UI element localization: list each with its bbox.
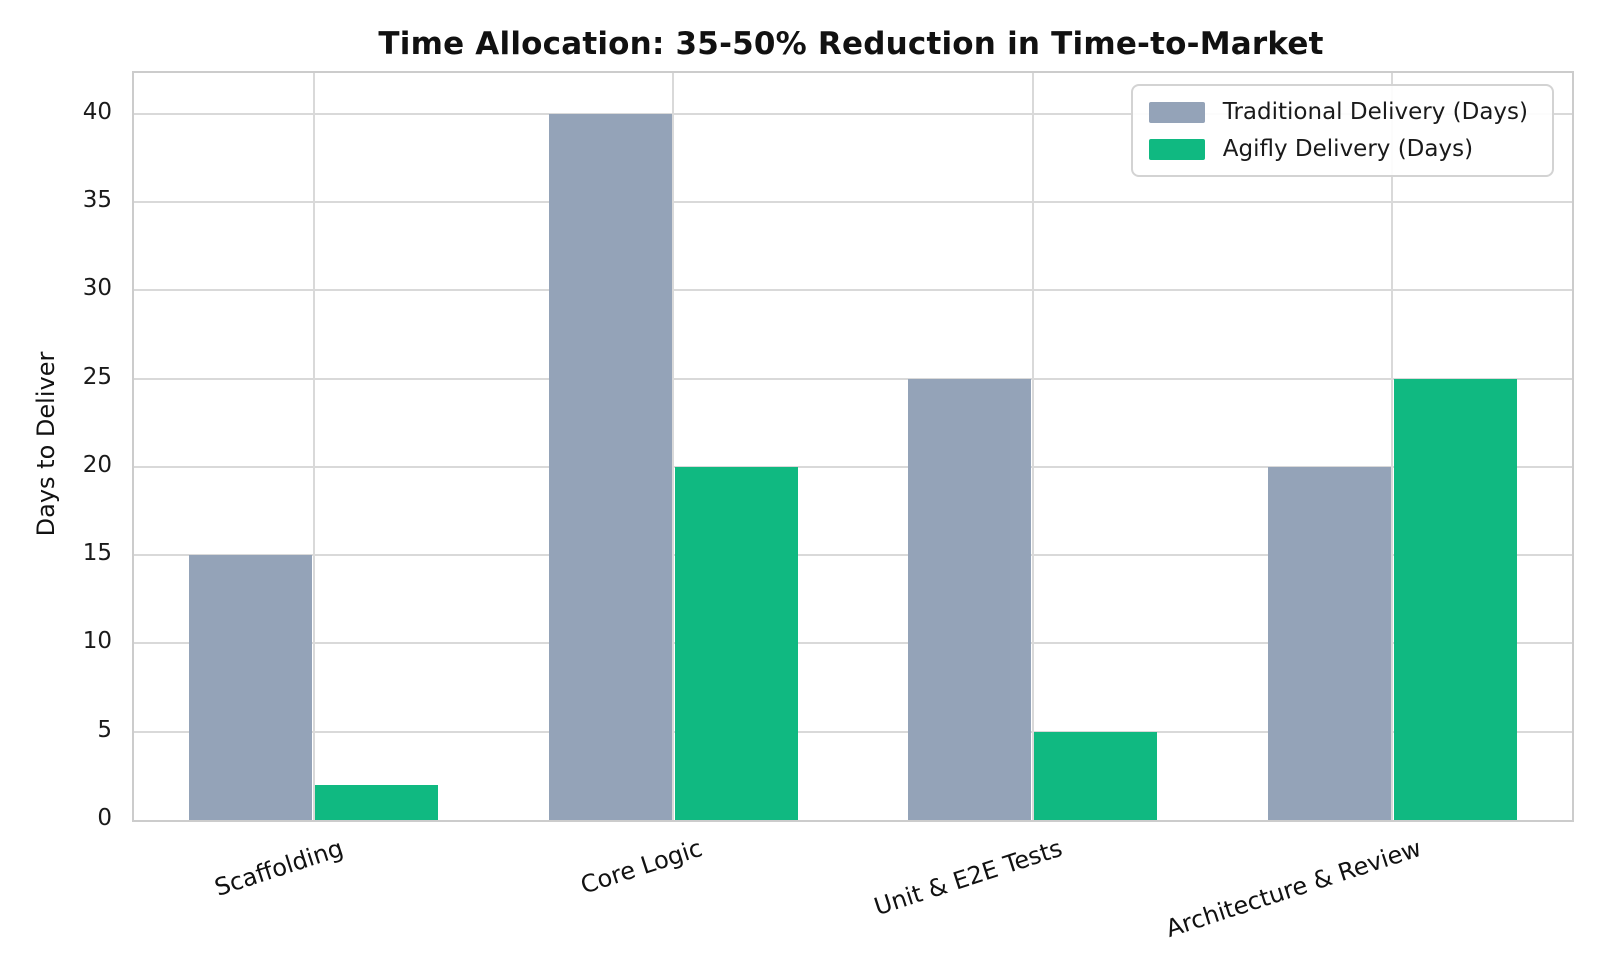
h-gridline-10 bbox=[134, 642, 1572, 645]
h-gridline-5 bbox=[134, 730, 1572, 733]
y-tick-label-35: 35 bbox=[82, 186, 112, 213]
legend-entry-traditional: Traditional Delivery (Days) bbox=[1148, 99, 1528, 125]
plot-area bbox=[132, 71, 1574, 822]
h-gridline-30 bbox=[134, 289, 1572, 292]
h-gridline-20 bbox=[134, 465, 1572, 468]
x-category-label-0: Scaffolding bbox=[210, 834, 347, 902]
bar-agifly-1 bbox=[674, 466, 798, 820]
y-tick-label-40: 40 bbox=[82, 98, 112, 125]
y-tick-label-10: 10 bbox=[82, 628, 112, 655]
bar-agifly-2 bbox=[1034, 731, 1158, 820]
x-category-label-1: Core Logic bbox=[577, 834, 706, 900]
agifly-series-swatch bbox=[1148, 138, 1205, 160]
traditional-series-swatch bbox=[1148, 101, 1205, 123]
bar-traditional-0 bbox=[189, 555, 313, 820]
legend-label-traditional: Traditional Delivery (Days) bbox=[1222, 99, 1528, 125]
chart-title: Time Allocation: 35-50% Reduction in Tim… bbox=[378, 26, 1324, 62]
h-gridline-15 bbox=[134, 554, 1572, 557]
y-tick-label-15: 15 bbox=[82, 540, 112, 567]
chart-legend: Traditional Delivery (Days) Agifly Deliv… bbox=[1130, 84, 1554, 177]
y-tick-label-20: 20 bbox=[82, 451, 112, 478]
y-tick-label-25: 25 bbox=[82, 363, 112, 390]
bar-agifly-3 bbox=[1393, 378, 1517, 820]
h-gridline-35 bbox=[134, 200, 1572, 203]
v-gridline-1 bbox=[672, 73, 675, 820]
y-tick-label-30: 30 bbox=[82, 275, 112, 302]
h-gridline-40 bbox=[134, 112, 1572, 115]
bar-traditional-3 bbox=[1267, 466, 1391, 820]
h-gridline-25 bbox=[134, 377, 1572, 380]
legend-entry-agifly: Agifly Delivery (Days) bbox=[1148, 136, 1528, 162]
x-category-label-3: Architecture & Review bbox=[1162, 834, 1425, 943]
x-category-label-2: Unit & E2E Tests bbox=[870, 834, 1066, 922]
v-gridline-0 bbox=[312, 73, 315, 820]
legend-label-agifly: Agifly Delivery (Days) bbox=[1222, 136, 1474, 162]
v-gridline-2 bbox=[1031, 73, 1034, 820]
bar-traditional-1 bbox=[548, 113, 672, 820]
v-gridline-3 bbox=[1391, 73, 1394, 820]
y-tick-label-0: 0 bbox=[97, 805, 112, 831]
bar-agifly-0 bbox=[315, 784, 439, 820]
bar-traditional-2 bbox=[908, 378, 1032, 820]
y-tick-label-5: 5 bbox=[97, 716, 112, 743]
